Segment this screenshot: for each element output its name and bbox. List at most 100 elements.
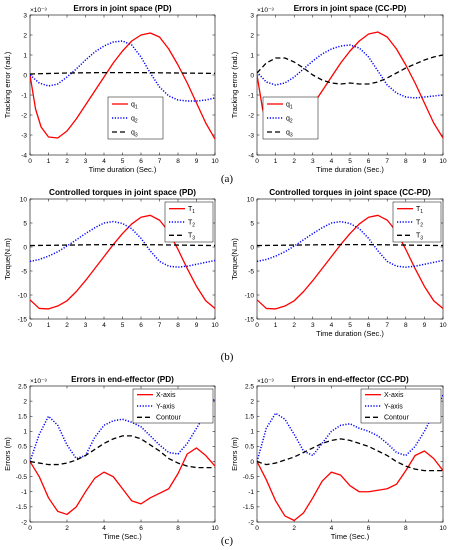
x-tick-label: 3 (84, 158, 88, 165)
x-tick-label: 7 (385, 158, 389, 165)
x-tick-label: 0 (255, 158, 259, 165)
y-tick-label: -0.5 (243, 474, 255, 481)
series-line-y-axis (257, 394, 443, 462)
legend-label: T2 (188, 219, 195, 228)
y-tick-label: -4 (248, 152, 254, 159)
x-tick-label: 4 (330, 322, 334, 329)
y-tick-label: -10 (18, 292, 28, 299)
legend-label: q3 (131, 129, 138, 138)
x-axis-label: Time duration (Sec.) (316, 329, 384, 338)
x-tick-label: 8 (404, 322, 408, 329)
chart-title: Errors in end-effector (PD) (71, 375, 174, 384)
legend-label: q3 (286, 129, 293, 138)
x-tick-label: 7 (158, 158, 162, 165)
x-tick-label: 6 (367, 322, 371, 329)
y-tick-label: 0.5 (18, 444, 27, 451)
series-line-q1 (30, 32, 215, 140)
axis-exponent: ×10⁻³ (257, 7, 274, 14)
y-tick-label: 10 (20, 196, 28, 203)
x-tick-label: 1 (47, 158, 51, 165)
x-tick-label: 6 (139, 158, 143, 165)
y-tick-label: -2 (21, 519, 27, 526)
y-tick-label: -10 (245, 292, 255, 299)
series-line-y-axis (30, 397, 215, 462)
axis-exponent: ×10⁻³ (30, 378, 47, 385)
y-tick-label: -1 (248, 92, 254, 99)
legend: X-axis Y-axis Contour (360, 388, 442, 424)
x-tick-label: 2 (292, 525, 296, 532)
x-tick-label: 6 (139, 322, 143, 329)
x-tick-label: 3 (311, 322, 315, 329)
legend-label: q1 (286, 101, 293, 110)
x-tick-label: 5 (121, 158, 125, 165)
y-tick-label: 5 (23, 220, 27, 227)
y-tick-label: 1 (23, 52, 27, 59)
chart-1: Errors in joint space (PD) ×10⁻³ 0 1 2 3 4 5 6 7 8… (3, 4, 219, 174)
x-axis-label: Time (Sec.) (103, 532, 142, 541)
x-tick-label: 2 (292, 322, 296, 329)
x-tick-label: 9 (195, 158, 199, 165)
legend-label: Contour (384, 415, 410, 422)
x-tick-label: 2 (65, 322, 69, 329)
y-tick-label: 2 (23, 398, 27, 405)
y-axis-label: Tracking error (rad.) (3, 51, 12, 118)
chart-title: Errors in joint space (CC-PD) (294, 4, 407, 13)
y-tick-label: -3 (21, 132, 27, 139)
legend-label: T2 (416, 219, 423, 228)
y-tick-label: 1.5 (245, 414, 254, 421)
y-axis-label: Tracking error (rad.) (230, 51, 239, 118)
x-tick-label: 9 (195, 322, 199, 329)
axis-exponent: ×10⁻³ (257, 378, 274, 385)
y-tick-label: 0 (250, 72, 254, 79)
x-tick-label: 10 (439, 525, 447, 532)
series-line-t3 (30, 243, 215, 247)
y-tick-label: 2 (250, 398, 254, 405)
series-line-contour (30, 435, 215, 469)
y-tick-label: -2 (21, 112, 27, 119)
x-tick-label: 0 (28, 322, 32, 329)
x-tick-label: 8 (176, 322, 180, 329)
chart-4: Controlled torques in joint space (CC-PD… (230, 188, 447, 338)
x-tick-label: 0 (255, 322, 259, 329)
y-tick-label: 0.5 (245, 444, 254, 451)
x-axis-label: Time duration (Sec.) (89, 165, 157, 174)
legend-label: T1 (416, 206, 423, 215)
legend: q1 q2 q3 (262, 96, 319, 140)
x-tick-label: 5 (348, 158, 352, 165)
y-tick-label: -15 (245, 316, 255, 323)
x-tick-label: 8 (176, 525, 180, 532)
x-tick-label: 2 (65, 158, 69, 165)
series-line-t3 (257, 243, 443, 247)
x-tick-label: 8 (176, 158, 180, 165)
series-line-t1 (257, 214, 443, 310)
y-tick-label: -2 (248, 519, 254, 526)
y-tick-label: 1 (250, 429, 254, 436)
y-tick-label: 0 (250, 459, 254, 466)
y-tick-label: 0 (23, 459, 27, 466)
y-tick-label: 5 (250, 220, 254, 227)
series-line-x-axis (30, 447, 215, 516)
series-line-t2 (30, 220, 215, 268)
y-tick-label: -3 (248, 132, 254, 139)
y-tick-label: 10 (247, 196, 255, 203)
y-tick-label: 3 (250, 12, 254, 19)
x-tick-label: 10 (211, 158, 219, 165)
y-tick-label: 2 (250, 32, 254, 39)
y-tick-label: -1.5 (243, 504, 255, 511)
panel-label-a: (a) (220, 173, 234, 185)
legend-label: T3 (416, 233, 423, 242)
x-tick-label: 8 (404, 158, 408, 165)
y-tick-label: -1 (21, 92, 27, 99)
y-axis-label: Errors (m) (3, 437, 12, 471)
chart-3: Controlled torques in joint space (PD) 0 1… (3, 188, 219, 329)
y-tick-label: -1 (21, 489, 27, 496)
legend-label: q2 (286, 115, 293, 124)
chart-5: Errors in end-effector (PD)×10⁻³0 2 4 6 8 10-… (3, 375, 219, 541)
x-tick-label: 5 (348, 322, 352, 329)
legend: q1 q2 q3 (107, 96, 164, 140)
x-tick-label: 0 (28, 158, 32, 165)
y-tick-label: 2.5 (245, 383, 254, 390)
y-axis-label: Torque(N.m) (3, 238, 12, 280)
panel-label-c: (c) (220, 535, 234, 547)
x-tick-label: 4 (330, 525, 334, 532)
